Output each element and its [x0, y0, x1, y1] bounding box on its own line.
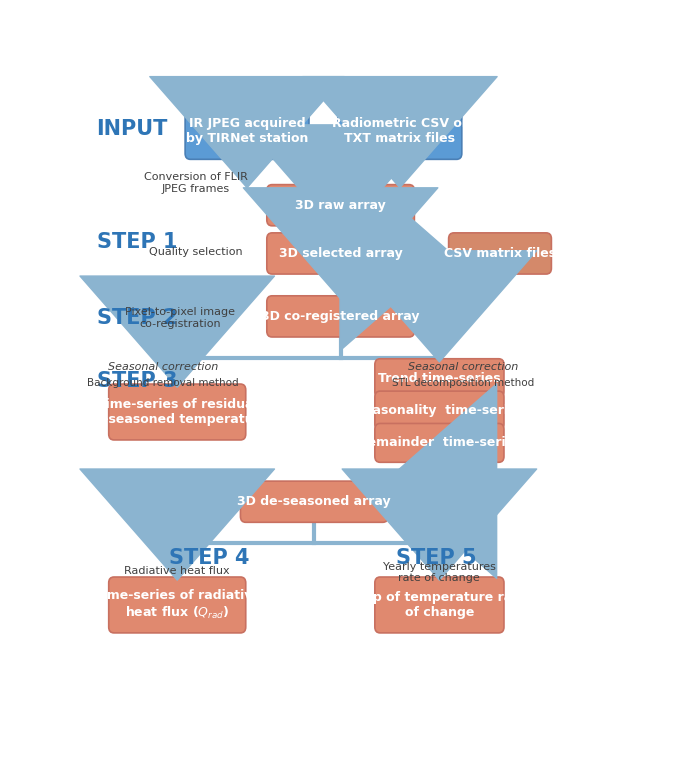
Text: Seasonal correction: Seasonal correction: [408, 361, 519, 372]
FancyBboxPatch shape: [241, 481, 388, 523]
Text: Trend time-series: Trend time-series: [378, 371, 500, 384]
Text: Radiative heat flux: Radiative heat flux: [124, 566, 230, 576]
Text: Conversion of FLIR
JPEG frames: Conversion of FLIR JPEG frames: [143, 172, 248, 193]
Text: 3D de-seasoned array: 3D de-seasoned array: [237, 495, 391, 508]
Text: Pixel-to-pixel image
co-registration: Pixel-to-pixel image co-registration: [125, 307, 235, 329]
Text: INPUT: INPUT: [97, 119, 168, 139]
FancyBboxPatch shape: [449, 233, 551, 274]
Text: STEP 5: STEP 5: [396, 548, 477, 568]
Text: Seasonal correction: Seasonal correction: [108, 361, 218, 372]
FancyBboxPatch shape: [109, 577, 245, 633]
FancyBboxPatch shape: [375, 577, 504, 633]
Text: Map of temperature rate
of change: Map of temperature rate of change: [352, 591, 527, 619]
FancyBboxPatch shape: [267, 296, 414, 337]
FancyBboxPatch shape: [375, 359, 504, 397]
FancyBboxPatch shape: [267, 185, 414, 226]
Text: Seasonality  time-series: Seasonality time-series: [355, 404, 524, 417]
Text: Remainder  time-series: Remainder time-series: [358, 436, 521, 449]
FancyBboxPatch shape: [375, 391, 504, 430]
Text: 3D raw array: 3D raw array: [295, 199, 386, 212]
Text: STL decomposition method: STL decomposition method: [392, 377, 534, 387]
FancyBboxPatch shape: [267, 233, 414, 274]
Text: CSV matrix files: CSV matrix files: [444, 247, 556, 260]
Text: STEP 1: STEP 1: [97, 231, 177, 251]
Text: 3D selected array: 3D selected array: [279, 247, 403, 260]
FancyBboxPatch shape: [375, 423, 504, 462]
FancyBboxPatch shape: [185, 102, 309, 160]
Text: STEP 2: STEP 2: [97, 308, 177, 329]
Text: Time-series of radiative
heat flux ($Q_{rad}$): Time-series of radiative heat flux ($Q_{…: [94, 589, 260, 620]
Text: STEP 3: STEP 3: [97, 371, 177, 391]
Text: IR JPEG acquired
by TIRNet station: IR JPEG acquired by TIRNet station: [186, 116, 308, 144]
FancyBboxPatch shape: [338, 102, 462, 160]
FancyBboxPatch shape: [109, 384, 245, 440]
Text: Background removal method: Background removal method: [87, 377, 239, 387]
Text: Time-series of residual
de-seasoned temperature: Time-series of residual de-seasoned temp…: [86, 398, 269, 426]
Text: Radiometric CSV or
TXT matrix files: Radiometric CSV or TXT matrix files: [332, 116, 468, 144]
Text: STEP 4: STEP 4: [169, 548, 250, 568]
Text: Yearly temperatures
rate of change: Yearly temperatures rate of change: [383, 562, 496, 583]
Text: 3D co-registered array: 3D co-registered array: [261, 310, 420, 323]
Text: Quality selection: Quality selection: [149, 248, 243, 257]
